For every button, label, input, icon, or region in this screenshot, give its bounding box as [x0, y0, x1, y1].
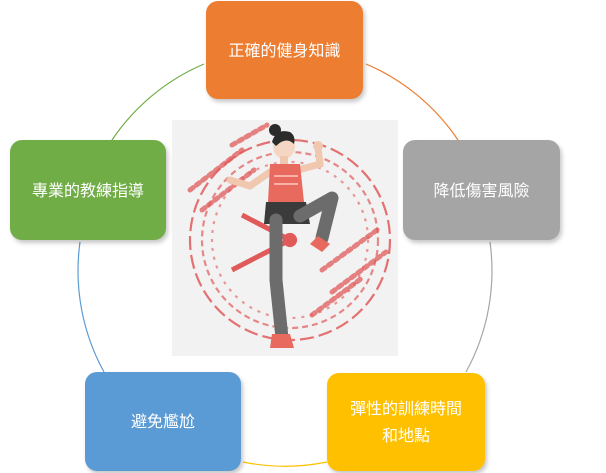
connector-left-top — [111, 63, 205, 141]
fitness-woman-clock-icon — [187, 122, 392, 348]
connector-bottomright-bottomleft — [242, 461, 328, 467]
connector-top-right — [365, 63, 459, 141]
node-label-bottom-right-line-1: 彈性的訓練時間 — [349, 399, 462, 418]
cycle-node-right: 降低傷害風險 — [403, 140, 560, 240]
cycle-node-bottom-left: 避免尷尬 — [85, 372, 241, 471]
connector-right-bottomright — [465, 241, 493, 373]
central-illustration — [172, 120, 398, 356]
node-label-left-line-1: 專業的教練指導 — [31, 180, 144, 200]
connector-bottomleft-left — [77, 241, 105, 373]
cycle-node-left: 專業的教練指導 — [10, 140, 166, 240]
node-label-top-line-1: 正確的健身知識 — [228, 40, 341, 60]
node-label-bottom-right-line-2: 和地點 — [381, 426, 430, 445]
cycle-node-top: 正確的健身知識 — [206, 1, 363, 99]
node-label-bottom-left-line-1: 避免尷尬 — [130, 412, 195, 431]
node-label-right-line-1: 降低傷害風險 — [433, 180, 530, 200]
cycle-node-bottom-right: 彈性的訓練時間 和地點 — [327, 373, 485, 471]
